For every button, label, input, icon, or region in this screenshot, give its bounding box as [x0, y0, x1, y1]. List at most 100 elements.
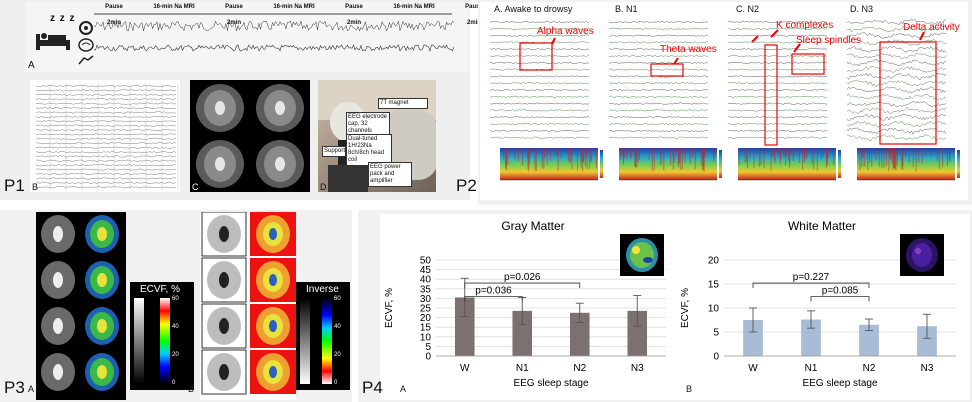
eeg-channel — [846, 18, 947, 25]
annotation-k-complex: K complexes — [776, 20, 834, 31]
spectrogram-burst — [896, 148, 898, 166]
x-tick-label: W — [460, 363, 470, 374]
eeg-channel — [35, 159, 177, 162]
spectrogram-burst — [918, 148, 920, 163]
spectrogram-burst — [871, 148, 873, 167]
eeg-channel — [489, 95, 590, 98]
timeline-segment-label: 16-min Na MRI — [153, 4, 195, 10]
y-tick-label: 35 — [420, 284, 432, 295]
tick-60: 60 — [172, 296, 179, 302]
timeline-segment-label: 16-min Na MRI — [393, 4, 435, 10]
x-tick-label: N1 — [805, 363, 818, 374]
spectrogram-burst — [651, 148, 653, 172]
spectrogram-burst — [901, 148, 903, 171]
spectrogram-burst — [936, 148, 938, 161]
p3-panel-label: P3 — [4, 378, 25, 397]
spectrogram-burst — [778, 148, 780, 158]
spectrogram-burst — [681, 148, 683, 170]
eeg-channel — [846, 52, 947, 60]
timeline-segment-label: Pause — [105, 4, 123, 10]
spectrogram-burst — [702, 148, 704, 171]
eeg-channel — [489, 129, 590, 132]
inverse-gray-ventricle — [219, 272, 229, 288]
y-tick-label: 0 — [713, 352, 719, 363]
p3-inverse-maps — [201, 212, 296, 395]
spectrogram-burst — [763, 148, 765, 169]
eeg-channel — [35, 168, 177, 171]
spectrogram-burst — [925, 148, 927, 157]
eeg-channel — [846, 120, 947, 128]
eeg-channel — [846, 25, 947, 33]
spectrogram-burst — [529, 148, 531, 158]
spectrogram-burst — [827, 148, 829, 159]
eeg-channel — [35, 84, 177, 87]
spectrogram-burst — [527, 148, 529, 170]
annotation-delta: Delta activity — [903, 22, 960, 33]
y-tick-label: 50 — [420, 256, 432, 267]
eeg-channel — [489, 34, 590, 37]
spectrogram-burst — [505, 148, 507, 165]
p-value-label: p=0.036 — [475, 285, 512, 296]
spectrogram-burst — [885, 148, 887, 167]
tick-40: 40 — [334, 324, 341, 330]
spectrogram-burst — [522, 148, 524, 166]
eeg-channel — [846, 32, 947, 40]
spectrogram-colorbar — [719, 150, 722, 178]
y-tick-label: 40 — [420, 275, 432, 286]
eeg-channel — [489, 102, 590, 105]
spectrogram-burst — [792, 148, 794, 161]
eeg-channel — [846, 127, 947, 135]
inverse-frame — [201, 349, 247, 395]
eeg-channel — [608, 129, 709, 132]
eeg-channel — [489, 122, 590, 126]
spectrogram-burst — [758, 148, 760, 168]
spectrogram-burst — [744, 148, 746, 163]
spectrogram-burst — [833, 148, 835, 165]
annotation-spindles: Sleep spindles — [796, 35, 862, 46]
spectrogram-burst — [580, 148, 582, 164]
spectrogram-burst — [541, 148, 543, 169]
spectrogram-burst — [549, 148, 551, 161]
spectrogram-burst — [784, 148, 786, 166]
y-tick-label: 15 — [420, 323, 432, 334]
spectrogram-colorbar — [957, 150, 960, 178]
spectrogram-burst — [875, 148, 877, 161]
spectrogram-burst — [528, 148, 530, 165]
brain-icon — [78, 38, 94, 52]
eeg-channel — [490, 27, 590, 30]
spectrogram-burst — [760, 148, 762, 165]
spectrogram-burst — [679, 148, 681, 164]
tick-0: 0 — [172, 380, 176, 386]
spectrogram-burst — [702, 148, 704, 159]
eeg-channel — [35, 155, 177, 158]
p3-colorbar-right-color — [322, 298, 332, 384]
spectrogram-burst — [793, 148, 795, 157]
eeg-channel — [35, 93, 177, 96]
spectrogram-burst — [694, 148, 696, 170]
eeg-channel — [489, 88, 590, 91]
spectrogram-burst — [894, 148, 896, 169]
spectrogram-burst — [912, 148, 914, 168]
spectrogram-burst — [806, 148, 808, 160]
spectrogram-burst — [620, 148, 622, 160]
eeg-channel — [608, 82, 709, 85]
p1-timeline — [94, 6, 454, 38]
y-tick-label: 5 — [713, 328, 719, 339]
eeg-channel — [608, 102, 709, 105]
spectrogram-burst — [623, 148, 625, 165]
timeline-segment-duration: 2min — [346, 20, 361, 26]
sleep-zzz-text: z z z — [50, 13, 76, 24]
eeg-trace — [94, 44, 454, 53]
tick-40: 40 — [172, 324, 179, 330]
p2-stage-title-c: C. N2 — [736, 4, 760, 14]
spectrogram-burst — [595, 148, 597, 169]
x-tick-label: N1 — [516, 363, 529, 374]
spectrogram-burst — [590, 148, 592, 163]
spectrogram-burst — [746, 148, 748, 163]
eeg-channel — [609, 122, 708, 126]
mri-ventricle — [215, 157, 225, 171]
spectrogram-burst — [653, 148, 655, 171]
headphone-icon — [78, 20, 94, 36]
spectrogram-burst — [863, 148, 865, 167]
